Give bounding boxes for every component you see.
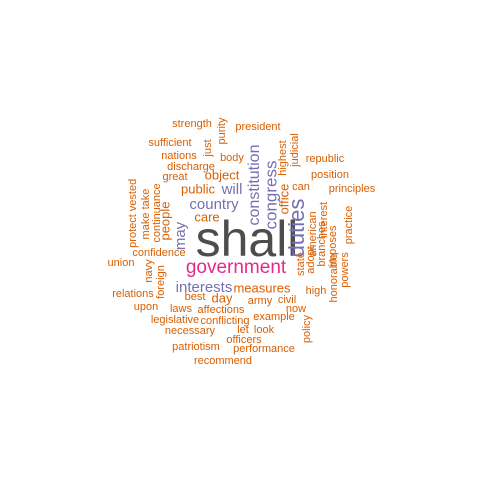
- word-civil: civil: [278, 294, 296, 306]
- word-policy: policy: [301, 314, 313, 343]
- word-public: public: [181, 181, 215, 196]
- word-best: best: [185, 291, 206, 303]
- word-imposes: imposes: [327, 225, 339, 266]
- word-sufficient: sufficient: [148, 137, 191, 149]
- word-confidence: confidence: [132, 247, 185, 259]
- word-principles: principles: [329, 183, 376, 195]
- word-laws: laws: [170, 303, 193, 315]
- word-congress: congress: [261, 161, 280, 230]
- word-look: look: [254, 324, 275, 336]
- word-body: body: [220, 152, 244, 164]
- word-duties: duties: [284, 199, 309, 258]
- word-branches: branches: [316, 221, 328, 267]
- word-army: army: [248, 295, 273, 307]
- word-foreign: foreign: [155, 265, 167, 299]
- word-officers: officers: [226, 334, 262, 346]
- word-judicial: judicial: [289, 133, 301, 168]
- word-practice: practice: [343, 206, 355, 245]
- word-republic: republic: [306, 153, 345, 165]
- word-interest: interest: [318, 202, 330, 238]
- word-government: government: [186, 257, 287, 278]
- word-object: object: [205, 167, 240, 182]
- word-strength: strength: [172, 118, 212, 130]
- word-measures: measures: [233, 280, 291, 295]
- word-state: state: [295, 252, 307, 276]
- word-example: example: [253, 311, 295, 323]
- word-conflicting: conflicting: [201, 315, 250, 327]
- word-shall: shall: [196, 211, 299, 267]
- word-legislative: legislative: [151, 314, 199, 326]
- word-people: people: [157, 201, 172, 240]
- word-relations: relations: [112, 288, 154, 300]
- word-just: just: [202, 139, 214, 157]
- word-office: office: [276, 184, 291, 215]
- word-powers: powers: [339, 252, 351, 288]
- word-affections: affections: [198, 304, 245, 316]
- word-day: day: [212, 290, 233, 305]
- word-upon: upon: [134, 301, 158, 313]
- word-continuance: continuance: [151, 183, 163, 242]
- word-country: country: [189, 196, 239, 213]
- word-necessary: necessary: [165, 325, 216, 337]
- word-can: can: [292, 181, 310, 193]
- word-president: president: [235, 121, 280, 133]
- word-make: make: [140, 213, 152, 240]
- word-honorable: honorable: [328, 254, 340, 303]
- word-constitution: constitution: [246, 145, 263, 226]
- word-may: may: [172, 221, 189, 250]
- word-interests: interests: [176, 279, 233, 296]
- word-patriotism: patriotism: [172, 341, 220, 353]
- word-will: will: [221, 181, 243, 198]
- word-position: position: [311, 169, 349, 181]
- word-performance: performance: [233, 343, 295, 355]
- word-discharge: discharge: [167, 161, 215, 173]
- word-vested: vested: [127, 179, 139, 211]
- word-take: take: [140, 189, 152, 210]
- word-american: american: [307, 211, 319, 256]
- word-now: now: [286, 303, 306, 315]
- word-purity: purity: [216, 117, 228, 144]
- word-nations: nations: [161, 150, 197, 162]
- word-protect: protect: [127, 214, 139, 248]
- word-let: let: [237, 324, 249, 336]
- word-adopt: adopt: [305, 246, 317, 274]
- word-recommend: recommend: [194, 355, 252, 367]
- word-navy: navy: [143, 259, 155, 283]
- word-great: great: [162, 171, 187, 183]
- word-high: high: [306, 285, 327, 297]
- word-highest: highest: [277, 140, 289, 175]
- word-care: care: [194, 209, 219, 224]
- word-union: union: [108, 257, 135, 269]
